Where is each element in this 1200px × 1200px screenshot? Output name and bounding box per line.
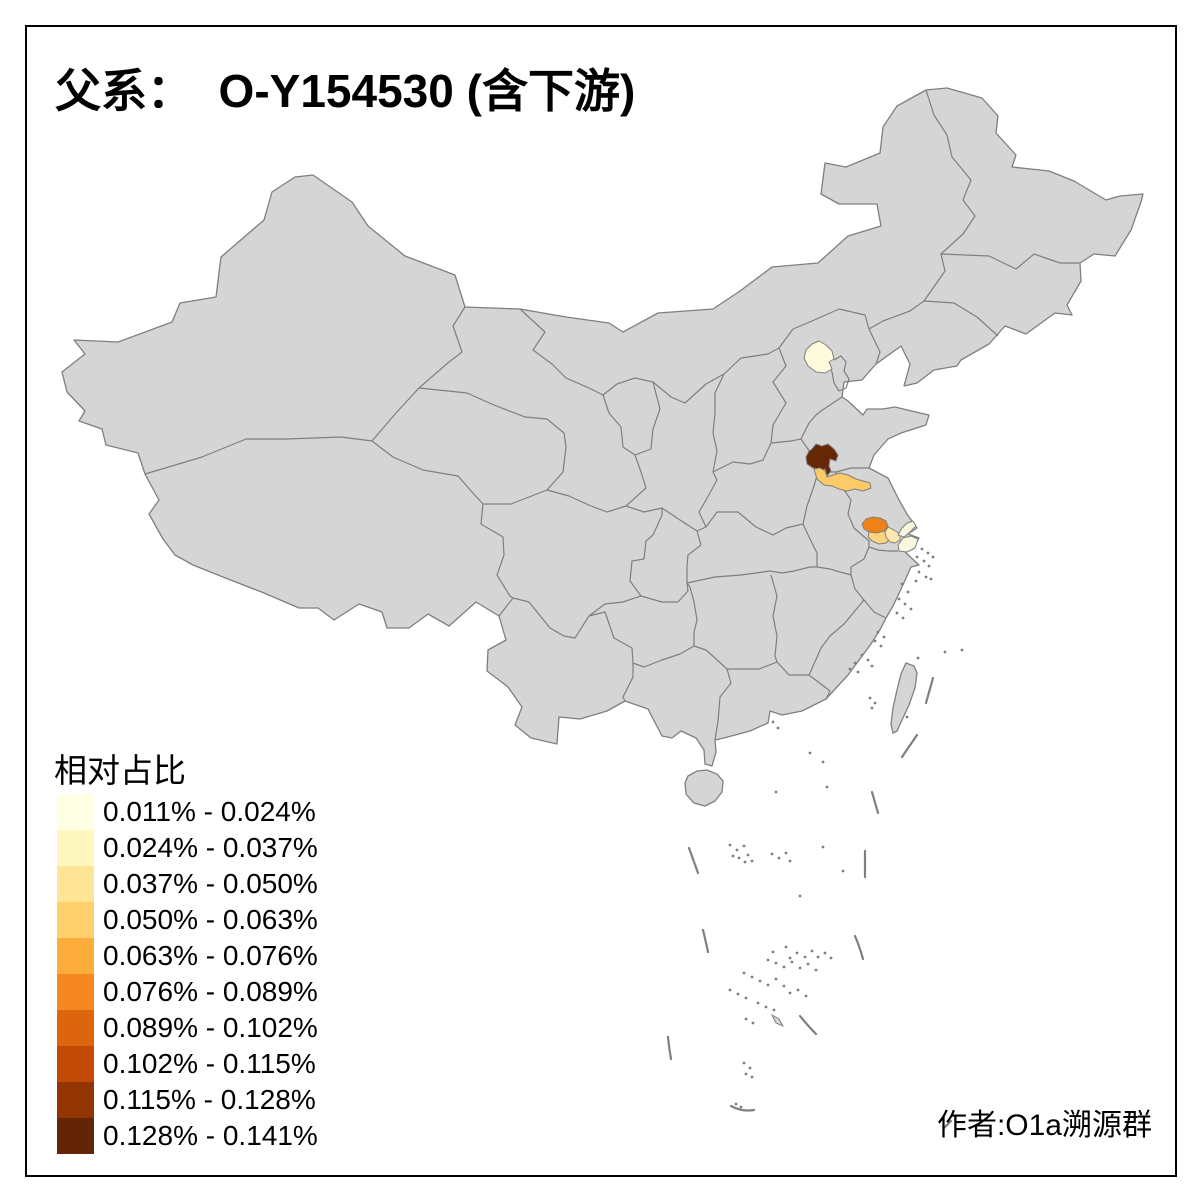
region-beijing — [803, 340, 835, 374]
legend-swatch — [57, 902, 94, 938]
taiwan-island — [890, 662, 918, 734]
legend-label: 0.102% - 0.115% — [103, 1048, 316, 1079]
legend-label: 0.011% - 0.024% — [103, 796, 316, 827]
legend-item: 0.115% - 0.128% — [57, 1082, 318, 1118]
region-north-jiangsu — [813, 467, 872, 492]
page-title: 父系： O-Y154530 (含下游) — [55, 65, 636, 117]
legend-swatch — [57, 866, 94, 902]
legend-label: 0.115% - 0.128% — [103, 1084, 316, 1115]
legend-swatch — [57, 830, 94, 866]
legend-label: 0.089% - 0.102% — [103, 1012, 318, 1043]
legend-swatch — [57, 1118, 94, 1154]
colored-regions — [803, 340, 919, 553]
legend-label: 0.128% - 0.141% — [103, 1120, 318, 1151]
legend-label: 0.050% - 0.063% — [103, 904, 318, 935]
legend-item: 0.128% - 0.141% — [57, 1118, 318, 1154]
author-credit: 作者:O1a溯源群 — [936, 1109, 1152, 1142]
legend-label: 0.076% - 0.089% — [103, 976, 318, 1007]
region-coast-north-of-yangtze — [897, 520, 917, 538]
legend-item: 0.063% - 0.076% — [57, 938, 318, 974]
legend-swatch — [57, 1010, 94, 1046]
mainland-china-shape — [61, 87, 1144, 767]
legend-item: 0.024% - 0.037% — [57, 830, 318, 866]
legend-swatch — [57, 1046, 94, 1082]
legend-item: 0.037% - 0.050% — [57, 866, 318, 902]
legend-swatch — [57, 974, 94, 1010]
legend-swatch — [57, 794, 94, 830]
legend-item: 0.089% - 0.102% — [57, 1010, 318, 1046]
legend: 0.011% - 0.024% 0.024% - 0.037% 0.037% -… — [57, 794, 318, 1154]
hainan-island — [684, 769, 724, 807]
island-specks — [728, 547, 964, 1109]
legend-swatch — [57, 1082, 94, 1118]
region-south-jiangsu-orange — [861, 516, 889, 534]
nine-dash-line — [666, 676, 953, 1130]
small-islet — [770, 1013, 785, 1028]
legend-item: 0.011% - 0.024% — [57, 794, 318, 830]
region-sw-shandong — [805, 443, 839, 477]
legend-label: 0.037% - 0.050% — [103, 868, 318, 899]
legend-item: 0.050% - 0.063% — [57, 902, 318, 938]
legend-item: 0.102% - 0.115% — [57, 1046, 318, 1082]
plot-frame — [25, 25, 1177, 1177]
legend-swatch — [57, 938, 94, 974]
legend-label: 0.024% - 0.037% — [103, 832, 318, 863]
region-south-jiangsu-gold — [867, 530, 891, 545]
legend-title: 相对占比 — [54, 752, 186, 789]
legend-item: 0.076% - 0.089% — [57, 974, 318, 1010]
legend-label: 0.063% - 0.076% — [103, 940, 318, 971]
region-south-jiangsu-light — [884, 526, 901, 544]
region-shanghai-area — [897, 535, 919, 553]
